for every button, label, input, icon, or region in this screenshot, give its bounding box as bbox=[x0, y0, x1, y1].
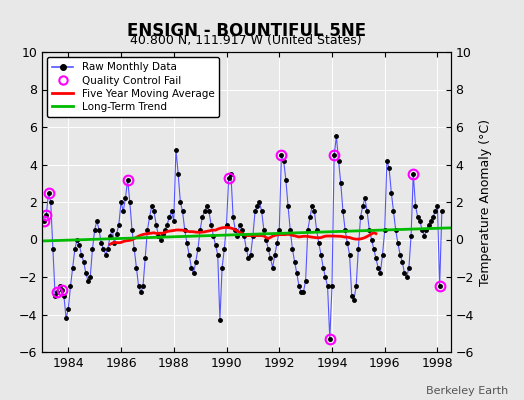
Y-axis label: Temperature Anomaly (°C): Temperature Anomaly (°C) bbox=[479, 118, 493, 286]
Text: ENSIGN - BOUNTIFUL 5NE: ENSIGN - BOUNTIFUL 5NE bbox=[127, 22, 366, 40]
Text: Berkeley Earth: Berkeley Earth bbox=[426, 386, 508, 396]
Text: 40.800 N, 111.917 W (United States): 40.800 N, 111.917 W (United States) bbox=[130, 34, 362, 47]
Legend: Raw Monthly Data, Quality Control Fail, Five Year Moving Average, Long-Term Tren: Raw Monthly Data, Quality Control Fail, … bbox=[47, 57, 220, 117]
